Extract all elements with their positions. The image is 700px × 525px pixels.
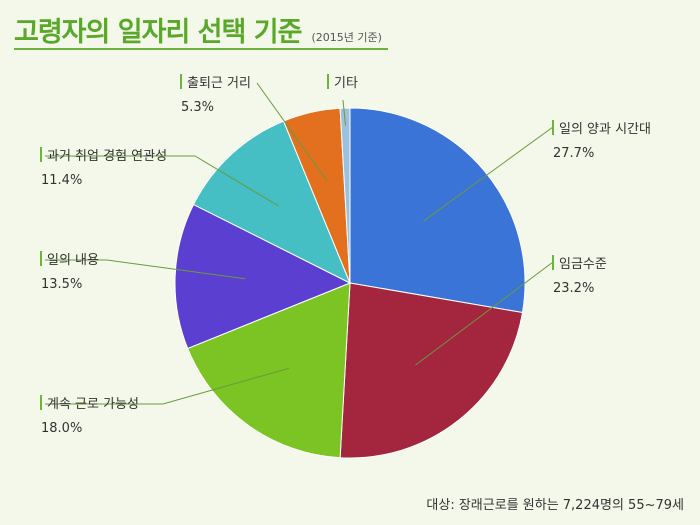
label-marker [40, 251, 42, 266]
leader-line [45, 155, 279, 207]
pie-slice [187, 282, 351, 459]
leader-line [256, 82, 328, 181]
slice-label: 계속 근로 가능성 [47, 397, 139, 412]
footnote: 대상: 장래근로를 원하는 7,224명의 55~79세 [426, 498, 684, 513]
leader-line [45, 367, 289, 405]
slice-label: 기타 [334, 76, 358, 91]
leader-line [423, 126, 554, 222]
pie-slices [174, 107, 526, 459]
title-underline [14, 48, 388, 50]
chart-subtitle: (2015년 기준) [311, 31, 382, 44]
pie-slice [174, 203, 352, 350]
leader-line [45, 259, 246, 280]
slice-value-label: 13.5% [41, 277, 82, 292]
label-marker [552, 120, 554, 135]
label-marker [40, 395, 42, 410]
label-marker [180, 74, 182, 89]
pie-slice [339, 107, 351, 284]
slice-labels: 일의 양과 시간대 27.7% 임금수준 23.2% 계속 근로 가능성 18.0% 일의 … [40, 74, 651, 436]
slice-value-label: 27.7% [553, 146, 594, 161]
label-marker [40, 147, 42, 162]
title-block: 고령자의 일자리 선택 기준 (2015년 기준) [14, 10, 382, 49]
slice-value-label: 11.4% [41, 173, 82, 188]
label-marker [552, 255, 554, 270]
leader-line [415, 261, 554, 366]
chart-title: 고령자의 일자리 선택 기준 [14, 17, 302, 48]
leader-lines [45, 82, 554, 405]
slice-value-label: 5.3% [181, 100, 214, 115]
slice-label: 출퇴근 거리 [187, 76, 251, 91]
pie-slice [339, 282, 524, 459]
label-marker [327, 74, 329, 89]
slice-label: 일의 양과 시간대 [559, 122, 651, 137]
slice-value-label: 18.0% [41, 421, 82, 436]
leader-line [342, 99, 347, 126]
slice-value-label: 23.2% [553, 281, 594, 296]
slice-label: 임금수준 [559, 257, 607, 272]
slice-label: 일의 내용 [47, 253, 99, 268]
slice-label: 과거 취업 경험 연관성 [47, 149, 167, 164]
